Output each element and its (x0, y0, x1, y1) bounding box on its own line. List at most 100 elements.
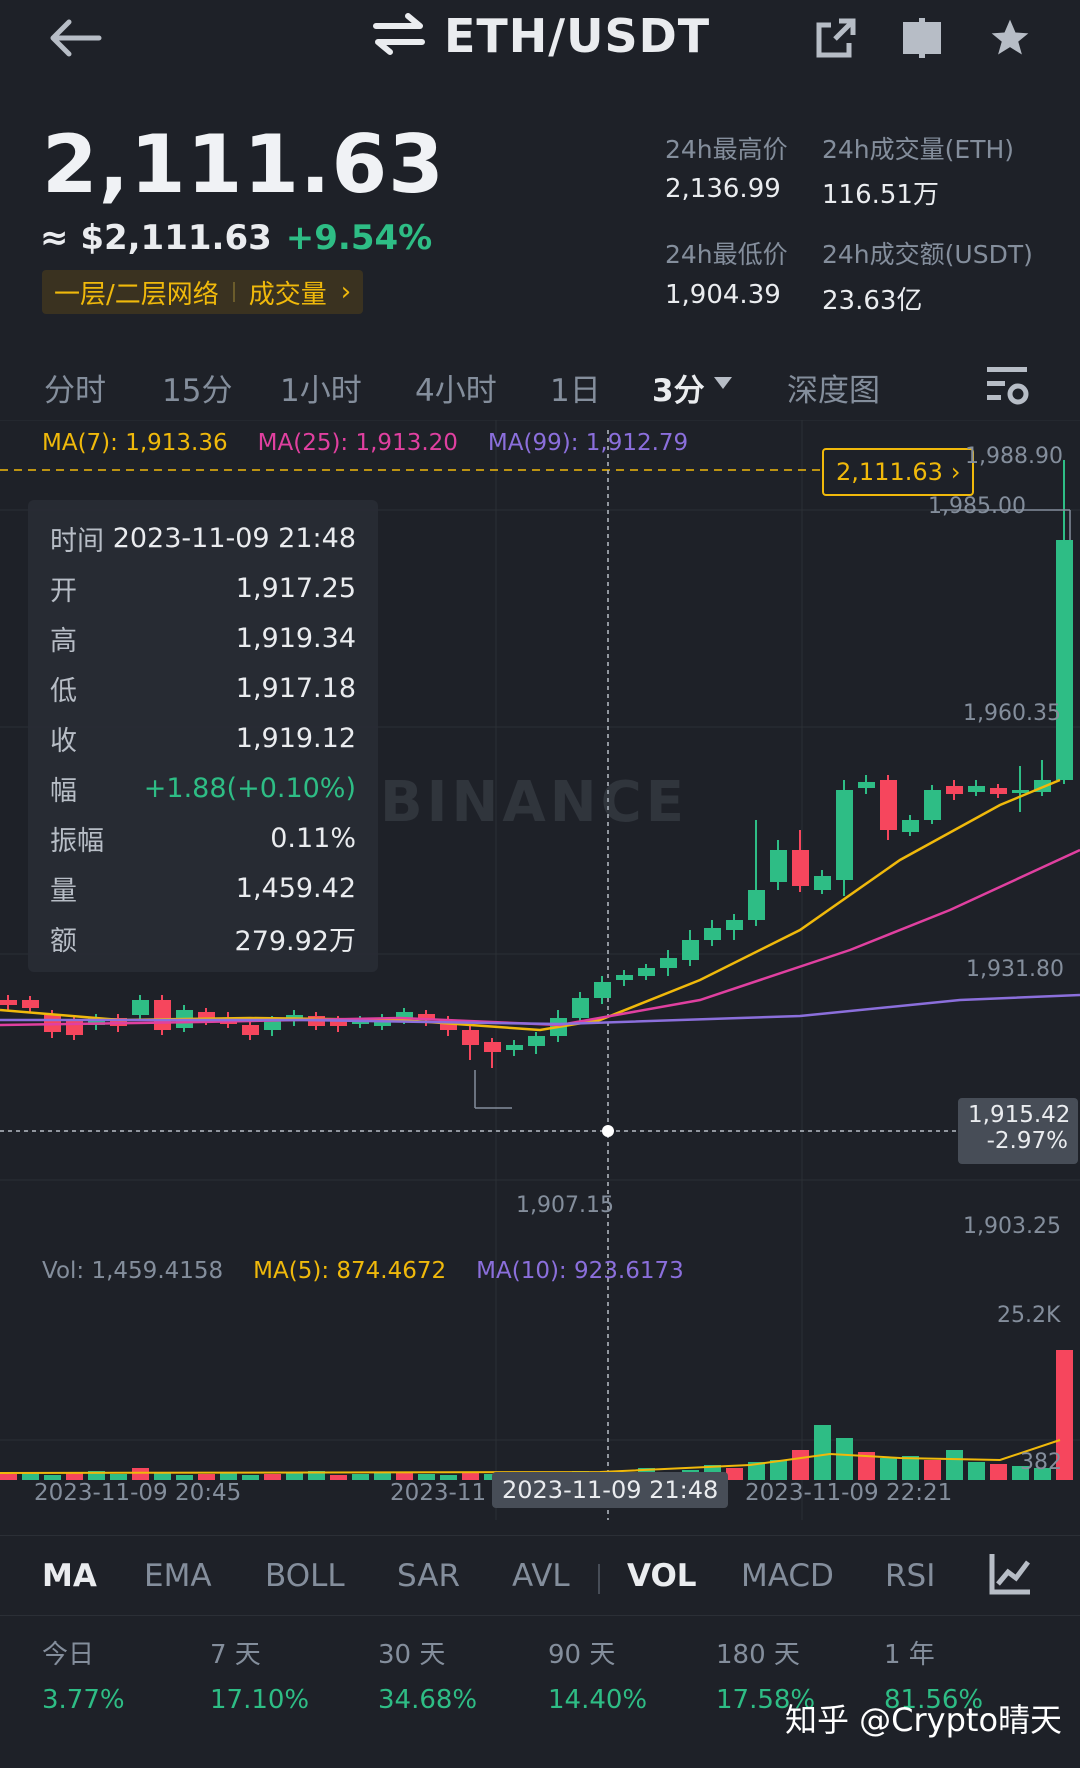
tag-row[interactable]: 一层/二层网络 成交量 › (42, 270, 364, 314)
candle-body (704, 928, 721, 940)
share-icon[interactable] (806, 8, 866, 68)
binance-watermark: BINANCE (380, 770, 688, 835)
tooltip-row: 振幅 0.11% (50, 822, 356, 857)
pair-selector[interactable]: ETH/USDT (372, 4, 710, 68)
perf-90d: 90 天 14.40% (548, 1640, 648, 1715)
volume-bar (858, 1452, 875, 1480)
last-price: 2,111.63 (42, 118, 445, 211)
volume-ma5-line (0, 1439, 1061, 1474)
indicator-tabs: MA EMA BOLL SAR AVL VOL MACD RSI (0, 1535, 1080, 1616)
volume-bar (1012, 1466, 1029, 1480)
vol-ma5-label: MA(5): 874.4672 (253, 1258, 447, 1284)
volume-bar (462, 1472, 479, 1480)
ma25-line (0, 848, 1080, 1027)
indicator-rsi[interactable]: RSI (885, 1558, 936, 1594)
back-arrow-icon[interactable] (40, 8, 110, 68)
swap-icon (372, 10, 426, 62)
volume-bar (154, 1472, 171, 1480)
tooltip-row: 幅 +1.88(+0.10%) (50, 772, 356, 807)
volume-bar (66, 1473, 83, 1480)
cursor-price-box: 1,915.42 -2.97% (958, 1098, 1078, 1164)
candle-body (22, 1000, 39, 1008)
tooltip-row: 低 1,917.18 (50, 672, 356, 707)
tab-1h[interactable]: 1小时 (280, 373, 362, 409)
perf-180d: 180 天 17.58% (716, 1640, 816, 1715)
chart-settings-icon[interactable] (985, 363, 1031, 413)
tooltip-row: 高 1,919.34 (50, 622, 356, 657)
volume-bar (22, 1472, 39, 1480)
ma-legend: MA(7): 1,913.36 MA(25): 1,913.20 MA(99):… (42, 430, 688, 456)
candle-body (594, 982, 611, 998)
indicator-sar[interactable]: SAR (397, 1558, 460, 1594)
indicator-chart-icon[interactable] (988, 1552, 1032, 1600)
volume-bar (968, 1462, 985, 1480)
y-label-4: 1,931.80 (966, 957, 1064, 982)
vol-label: Vol: 1,459.4158 (42, 1258, 224, 1284)
candle-body (968, 786, 985, 792)
perf-today: 今日 3.77% (42, 1640, 125, 1715)
cursor-price: 1,915.42 (968, 1102, 1071, 1128)
indicator-vol[interactable]: VOL (627, 1558, 697, 1594)
volume-tag[interactable]: 成交量 (248, 279, 327, 310)
x-label-2: 2023-11 (390, 1480, 487, 1506)
volume-bar (242, 1475, 259, 1480)
candle-body (660, 958, 677, 968)
volume-bar (198, 1474, 215, 1480)
candle-body (748, 890, 765, 920)
vol-eth-label: 24h成交量(ETH) (822, 135, 1015, 164)
candle-body (990, 788, 1007, 794)
chevron-right-icon: › (950, 458, 961, 486)
header-bar: ETH/USDT (0, 0, 1080, 80)
network-tag[interactable]: 一层/二层网络 (54, 279, 219, 310)
tab-timeshare[interactable]: 分时 (44, 373, 106, 409)
star-icon[interactable] (980, 8, 1040, 68)
candle-body (242, 1025, 259, 1035)
tab-depth[interactable]: 深度图 (787, 373, 880, 409)
indicator-avl[interactable]: AVL (512, 1558, 570, 1594)
candle-body (484, 1042, 501, 1052)
ma25-label: MA(25): 1,913.20 (257, 430, 458, 456)
volume-bar (1056, 1350, 1073, 1480)
tab-15m[interactable]: 15分 (162, 373, 233, 409)
vol-usdt-label: 24h成交额(USDT) (822, 240, 1033, 269)
volume-bar (836, 1438, 853, 1480)
tab-4h[interactable]: 4小时 (415, 373, 497, 409)
vol-ma10-label: MA(10): 923.6173 (476, 1258, 684, 1284)
volume-bar (990, 1464, 1007, 1480)
tooltip-row: 时间 2023-11-09 21:48 (50, 522, 356, 557)
usd-price: ≈ $2,111.63 (40, 218, 272, 258)
candle-body (462, 1030, 479, 1045)
high-value: 2,136.99 (665, 174, 781, 204)
tag-divider (232, 282, 235, 302)
volume-bar (726, 1468, 743, 1480)
tooltip-row: 收 1,919.12 (50, 722, 356, 757)
pair-title: ETH/USDT (444, 9, 711, 63)
indicator-ma[interactable]: MA (42, 1558, 97, 1594)
volume-bar (880, 1458, 897, 1480)
ma7-line (0, 778, 1061, 1032)
candle-body (792, 850, 809, 886)
tab-3m[interactable]: 3分 (652, 373, 705, 409)
candle-body (418, 1014, 435, 1020)
ma7-label: MA(7): 1,913.36 (42, 430, 228, 456)
volume-bar (176, 1475, 193, 1480)
x-cursor-label: 2023-11-09 21:48 (492, 1472, 729, 1508)
volume-bar (396, 1473, 413, 1480)
volume-bar (264, 1474, 281, 1480)
current-price-tag-value: 2,111.63 (836, 458, 943, 486)
candle-body (858, 782, 875, 788)
caret-down-icon[interactable] (712, 375, 734, 395)
book-icon[interactable] (892, 8, 952, 68)
volume-bar (352, 1474, 369, 1480)
candle-body (132, 1000, 149, 1015)
tab-1d[interactable]: 1日 (550, 373, 601, 409)
usd-price-row: ≈ $2,111.63 +9.54% (40, 218, 432, 258)
indicator-ema[interactable]: EMA (144, 1558, 212, 1594)
indicator-macd[interactable]: MACD (741, 1558, 834, 1594)
candle-body (814, 876, 831, 890)
candle-body (682, 940, 699, 960)
current-price-tag[interactable]: 2,111.63 › (822, 448, 975, 496)
indicator-boll[interactable]: BOLL (265, 1558, 345, 1594)
candle-tooltip: 时间 2023-11-09 21:48 开 1,917.25 高 1,919.34 低… (28, 500, 378, 972)
y-label-5: 1,903.25 (963, 1214, 1061, 1239)
